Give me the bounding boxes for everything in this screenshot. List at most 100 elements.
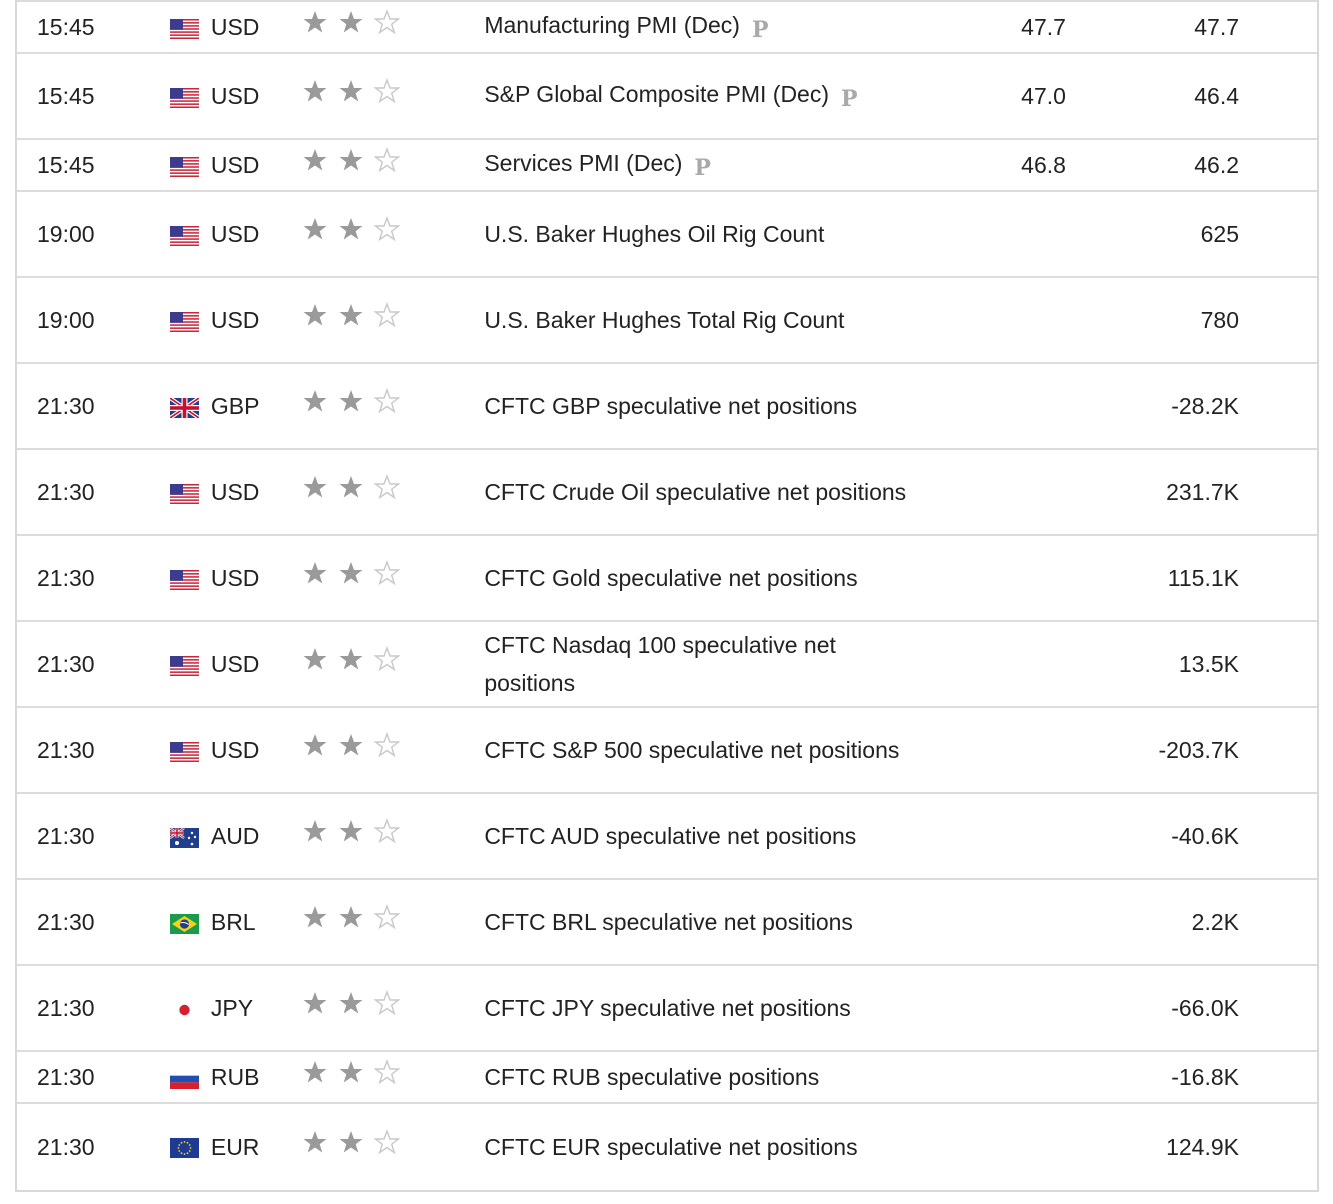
event-currency: EUR [210,1133,260,1160]
table-row[interactable]: 21:30 EUR CFTC EUR speculative net posit… [17,1103,1317,1189]
event-name-cell[interactable]: CFTC AUD speculative net positions [484,793,913,879]
event-name-cell[interactable]: U.S. Baker Hughes Total Rig Count [484,277,913,363]
event-currency: GBP [210,393,260,419]
star-empty-icon [373,301,401,340]
star-filled-icon [337,903,365,942]
event-name[interactable]: CFTC RUB speculative positions [484,1064,820,1090]
event-actual: 46.8 [1021,152,1066,178]
star-empty-icon [373,559,401,598]
star-empty-icon [373,817,401,856]
event-previous: 124.9K [1166,1133,1239,1160]
star-empty-icon [373,1058,401,1097]
event-time: 21:30 [37,1133,95,1160]
event-name[interactable]: U.S. Baker Hughes Total Rig Count [484,307,845,333]
event-name-cell[interactable]: CFTC JPY speculative net positions [484,965,913,1051]
table-row[interactable]: 21:30 GBP CFTC GBP speculative net posit… [17,363,1317,449]
event-name-cell[interactable]: CFTC Nasdaq 100 speculative net position… [484,621,913,707]
star-empty-icon [373,473,401,512]
event-name[interactable]: CFTC EUR speculative net positions [484,1133,858,1160]
calendar-rows: 15:45 USD Manufacturing PMI (Dec) P 47.7 … [17,1,1317,1189]
event-name-cell[interactable]: CFTC S&P 500 speculative net positions [484,707,913,793]
event-name[interactable]: CFTC BRL speculative net positions [484,909,853,935]
table-row[interactable]: 21:30 USD CFTC Gold speculative net posi… [17,535,1317,621]
event-name-cell[interactable]: CFTC RUB speculative positions [484,1051,913,1103]
table-row[interactable]: 21:30 AUD CFTC AUD speculative net posit… [17,793,1317,879]
star-filled-icon [301,77,329,116]
star-empty-icon [373,903,401,942]
importance-rating [301,8,401,47]
event-time: 15:45 [37,14,95,40]
event-name[interactable]: U.S. Baker Hughes Oil Rig Count [484,221,825,247]
importance-rating [301,989,401,1028]
eu-flag-icon [170,1138,200,1159]
table-row[interactable]: 15:45 USD Manufacturing PMI (Dec) P 47.7 … [17,1,1317,53]
event-currency: AUD [210,823,260,849]
event-actual [913,793,1066,879]
event-name-cell[interactable]: Manufacturing PMI (Dec) P [484,1,913,53]
star-empty-icon [373,387,401,426]
importance-rating [301,146,401,185]
event-name[interactable]: CFTC JPY speculative net positions [484,995,851,1021]
event-name[interactable]: S&P Global Composite PMI (Dec) [484,80,830,107]
star-filled-icon [301,8,329,47]
event-actual [913,621,1066,707]
star-filled-icon [301,1128,329,1167]
event-name[interactable]: CFTC Nasdaq 100 speculative net position… [484,632,836,696]
event-time: 15:45 [37,83,95,109]
event-actual [913,879,1066,965]
preliminary-icon: P [751,16,769,43]
event-name-cell[interactable]: S&P Global Composite PMI (Dec) P [484,53,913,139]
event-name[interactable]: CFTC AUD speculative net positions [484,823,857,849]
table-row[interactable]: 21:30 USD CFTC Nasdaq 100 speculative ne… [17,621,1317,707]
star-empty-icon [373,645,401,684]
table-row[interactable]: 19:00 USD U.S. Baker Hughes Total Rig Co… [17,277,1317,363]
star-filled-icon [301,1058,329,1097]
table-row[interactable]: 15:45 USD S&P Global Composite PMI (Dec)… [17,53,1317,139]
event-name-cell[interactable]: CFTC Crude Oil speculative net positions [484,449,913,535]
event-previous: 625 [1200,221,1239,247]
star-empty-icon [373,215,401,254]
table-row[interactable]: 21:30 JPY CFTC JPY speculative net posit… [17,965,1317,1051]
event-name-cell[interactable]: U.S. Baker Hughes Oil Rig Count [484,191,913,277]
event-name-cell[interactable]: CFTC BRL speculative net positions [484,879,913,965]
event-actual [913,965,1066,1051]
event-actual [913,363,1066,449]
event-currency: RUB [210,1064,260,1090]
event-name-cell[interactable]: CFTC GBP speculative net positions [484,363,913,449]
event-name-cell[interactable]: CFTC EUR speculative net positions [484,1103,913,1189]
event-name[interactable]: CFTC Gold speculative net positions [484,565,858,591]
star-filled-icon [337,989,365,1028]
ru-flag-icon [170,1068,200,1089]
star-filled-icon [337,1128,365,1167]
importance-rating [301,903,401,942]
star-filled-icon [337,215,365,254]
table-row[interactable]: 15:45 USD Services PMI (Dec) P 46.8 46.2 [17,139,1317,191]
event-time: 21:30 [37,565,95,591]
event-name-cell[interactable]: Services PMI (Dec) P [484,139,913,191]
star-filled-icon [337,1058,365,1097]
table-row[interactable]: 21:30 BRL CFTC BRL speculative net posit… [17,879,1317,965]
event-name[interactable]: CFTC GBP speculative net positions [484,393,858,419]
star-filled-icon [337,817,365,856]
star-filled-icon [301,645,329,684]
importance-rating [301,645,401,684]
preliminary-icon: P [841,85,858,112]
table-row[interactable]: 19:00 USD U.S. Baker Hughes Oil Rig Coun… [17,191,1317,277]
event-name[interactable]: Manufacturing PMI (Dec) [484,11,740,38]
event-previous: 13.5K [1178,651,1239,677]
importance-rating [301,1058,401,1097]
event-name-cell[interactable]: CFTC Gold speculative net positions [484,535,913,621]
table-row[interactable]: 21:30 USD CFTC Crude Oil speculative net… [17,449,1317,535]
event-name[interactable]: CFTC Crude Oil speculative net positions [484,479,907,505]
event-time: 15:45 [37,152,95,178]
event-previous: 2.2K [1191,909,1239,935]
table-row[interactable]: 21:30 RUB CFTC RUB speculative positions… [17,1051,1317,1103]
event-actual [913,1051,1066,1103]
event-time: 19:00 [37,307,95,333]
table-row[interactable]: 21:30 USD CFTC S&P 500 speculative net p… [17,707,1317,793]
event-name[interactable]: CFTC S&P 500 speculative net positions [484,737,900,763]
event-name[interactable]: Services PMI (Dec) [484,149,683,176]
event-currency: USD [210,651,260,677]
star-filled-icon [301,903,329,942]
event-time: 21:30 [37,651,95,677]
